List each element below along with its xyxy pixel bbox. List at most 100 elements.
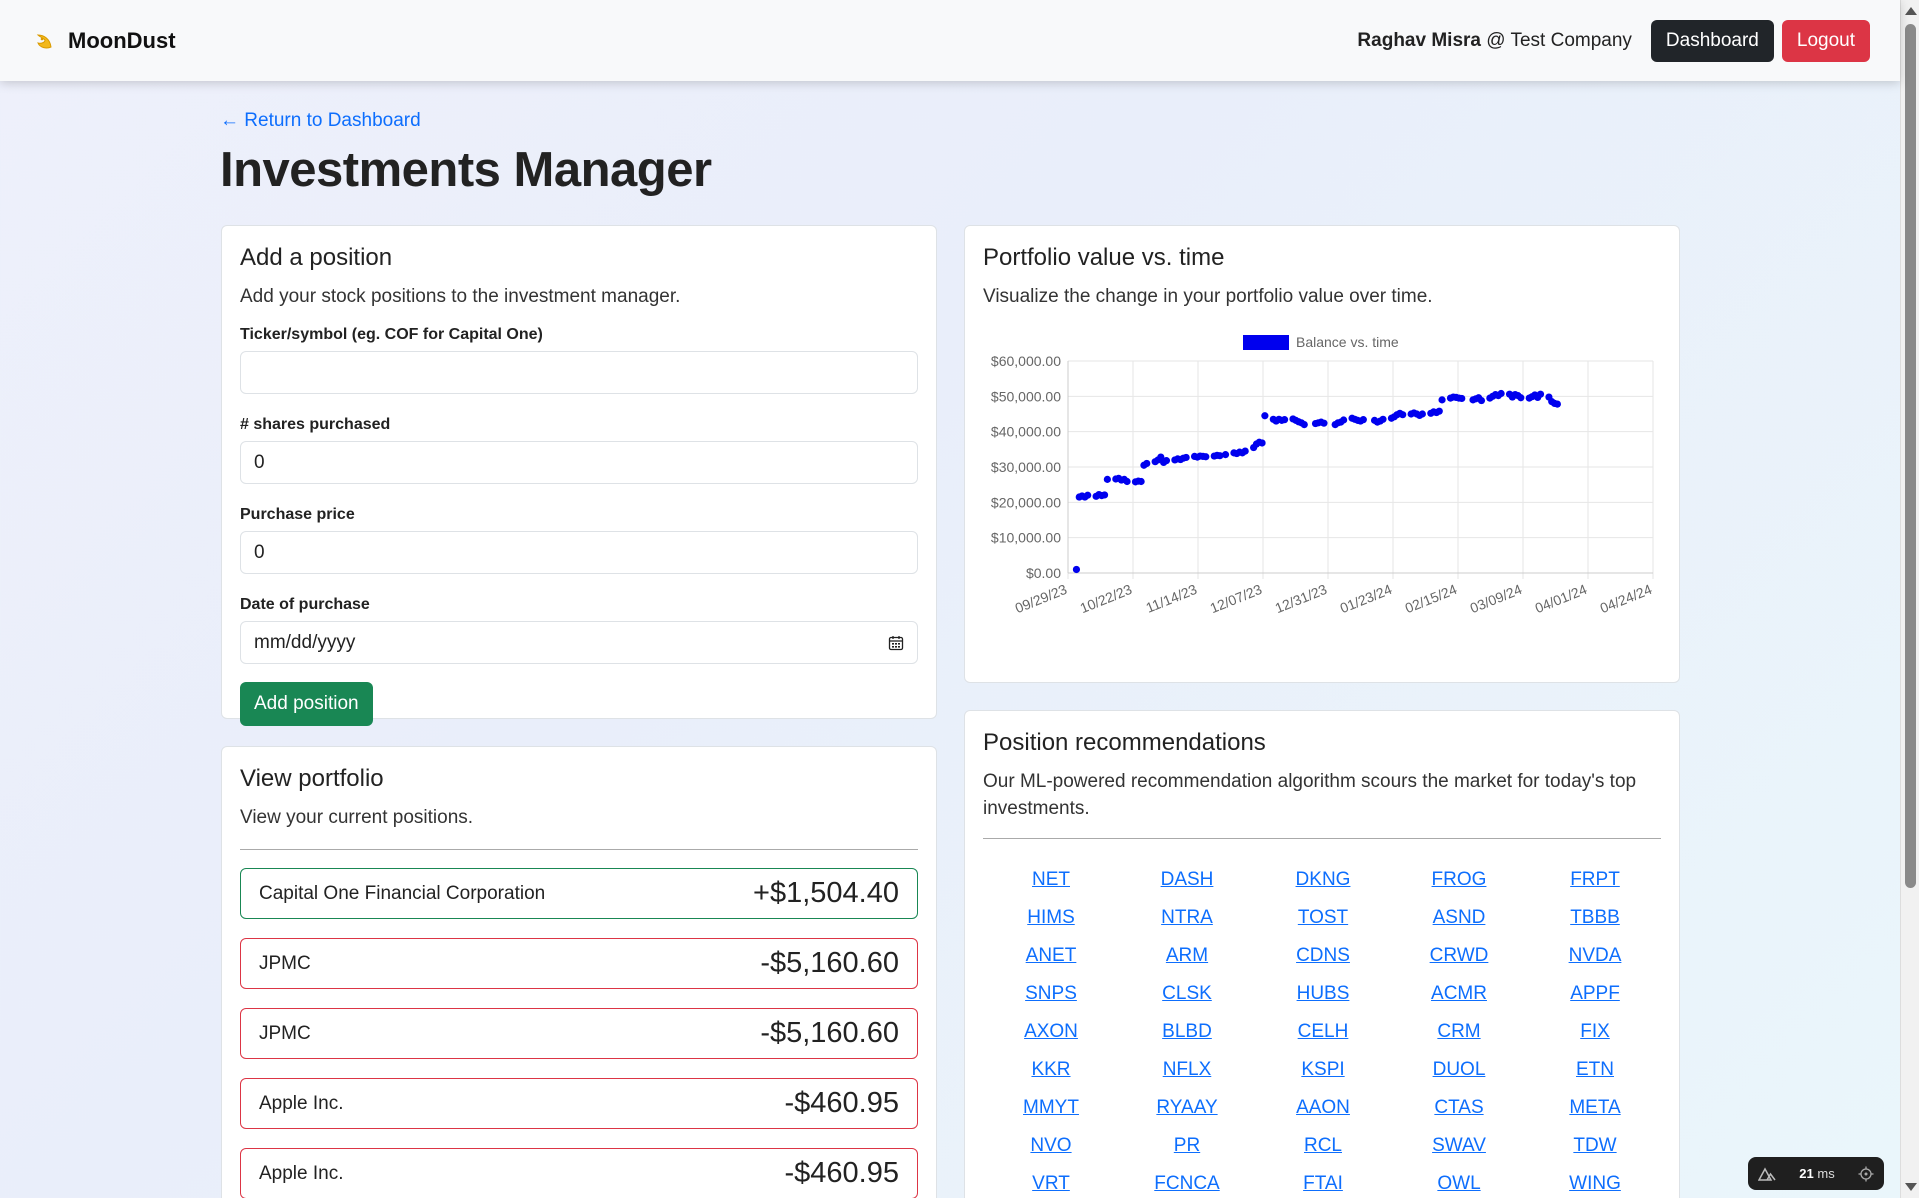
date-label: Date of purchase: [240, 596, 370, 613]
data-point: [1435, 407, 1443, 415]
recommendation-link[interactable]: ETN: [1576, 1059, 1614, 1080]
recommendation-link[interactable]: WING: [1569, 1173, 1621, 1194]
recommendation-link[interactable]: ARM: [1165, 945, 1209, 966]
recommendation-link[interactable]: SWAV: [1432, 1135, 1486, 1156]
recommendation-link[interactable]: NVO: [1030, 1135, 1072, 1156]
data-point: [1241, 447, 1249, 455]
ticker-input[interactable]: [240, 351, 918, 394]
position-item[interactable]: JPMC -$5,160.60: [240, 938, 918, 989]
recommendation-link[interactable]: FROG: [1431, 869, 1487, 890]
add-position-card: Add a position Add your stock positions …: [221, 225, 937, 726]
page-scrollbar[interactable]: [1900, 0, 1919, 1198]
y-tick-label: $20,000.00: [991, 494, 1061, 510]
positions-list: Capital One Financial Corporation +$1,504…: [240, 868, 918, 1198]
recommendation-link[interactable]: MMYT: [1023, 1097, 1079, 1118]
position-item[interactable]: Apple Inc. -$460.95: [240, 1078, 918, 1129]
chart-card-title: Portfolio value vs. time: [983, 244, 1225, 271]
recommendation-link[interactable]: ACMR: [1431, 983, 1487, 1004]
return-to-dashboard-link[interactable]: ← Return to Dashboard: [220, 110, 421, 131]
brand[interactable]: MoonDust: [34, 28, 176, 54]
recommendation-link[interactable]: NFLX: [1162, 1059, 1212, 1080]
data-point: [1497, 389, 1505, 398]
recommendation-link[interactable]: CLSK: [1162, 983, 1212, 1004]
recommendation-link[interactable]: META: [1569, 1097, 1621, 1118]
recommendation-link[interactable]: DKNG: [1295, 869, 1351, 890]
x-tick-label: 01/23/24: [1338, 581, 1395, 616]
recommendation-link[interactable]: DASH: [1160, 869, 1214, 890]
add-position-button[interactable]: Add position: [240, 682, 373, 726]
data-point: [1536, 390, 1545, 398]
target-icon[interactable]: [1858, 1166, 1874, 1182]
data-point: [1123, 477, 1131, 486]
recommendation-link[interactable]: KSPI: [1301, 1059, 1345, 1080]
x-tick-label: 11/14/23: [1144, 581, 1200, 616]
recommendation-link[interactable]: TDW: [1573, 1135, 1617, 1156]
recommendation-link[interactable]: HIMS: [1027, 907, 1075, 928]
recommendation-link[interactable]: FTAI: [1303, 1173, 1343, 1194]
dashboard-button[interactable]: Dashboard: [1650, 19, 1774, 62]
recommendation-link[interactable]: FCNCA: [1154, 1173, 1220, 1194]
recommendation-link[interactable]: HUBS: [1296, 983, 1350, 1004]
date-group: Date of purchase mm/dd/yyyy: [240, 596, 918, 664]
nav-right: Raghav Misra @ Test Company Dashboard Lo…: [1357, 19, 1870, 62]
position-item[interactable]: Capital One Financial Corporation +$1,504…: [240, 868, 918, 919]
scroll-up-icon[interactable]: [1905, 7, 1917, 15]
price-input[interactable]: [240, 531, 918, 574]
position-value: -$5,160.60: [760, 947, 899, 979]
recommendation-link[interactable]: TBBB: [1570, 907, 1620, 928]
position-value: +$1,504.40: [753, 877, 899, 909]
user-info: Raghav Misra @ Test Company: [1357, 30, 1632, 52]
recommendation-link[interactable]: RYAAY: [1156, 1097, 1218, 1118]
recommendation-link[interactable]: CELH: [1297, 1021, 1349, 1042]
scroll-thumb[interactable]: [1905, 24, 1916, 888]
recommendation-link[interactable]: OWL: [1437, 1173, 1481, 1194]
y-tick-label: $60,000.00: [991, 353, 1061, 369]
legend-swatch: [1243, 335, 1289, 350]
perf-value: 21: [1799, 1166, 1814, 1181]
recommendation-link[interactable]: NTRA: [1161, 907, 1213, 928]
recommendation-link[interactable]: FIX: [1580, 1021, 1610, 1042]
position-item[interactable]: JPMC -$5,160.60: [240, 1008, 918, 1059]
shares-input[interactable]: [240, 441, 918, 484]
perf-badge[interactable]: 21 ms: [1748, 1157, 1884, 1190]
recommendation-link[interactable]: PR: [1173, 1135, 1201, 1156]
recommendation-link[interactable]: DUOL: [1432, 1059, 1486, 1080]
data-point: [1258, 439, 1266, 447]
data-point: [1072, 565, 1081, 574]
recommendation-link[interactable]: NET: [1032, 869, 1070, 890]
recommendation-link[interactable]: ANET: [1025, 945, 1077, 966]
recommendation-link[interactable]: BLBD: [1162, 1021, 1212, 1042]
calendar-icon[interactable]: [888, 635, 904, 651]
top-navbar: MoonDust Raghav Misra @ Test Company Das…: [0, 0, 1900, 81]
recommendation-link[interactable]: CRWD: [1429, 945, 1489, 966]
recommendation-link[interactable]: KKR: [1031, 1059, 1071, 1080]
recommendations-subtitle: Our ML-powered recommendation algorithm …: [983, 771, 1637, 819]
date-input[interactable]: mm/dd/yyyy: [240, 621, 918, 664]
recommendation-link[interactable]: AXON: [1024, 1021, 1078, 1042]
recommendation-link[interactable]: TOST: [1297, 907, 1349, 928]
ticker-group: Ticker/symbol (eg. COF for Capital One): [240, 326, 918, 394]
data-point: [1458, 394, 1466, 403]
recommendation-link[interactable]: CRM: [1437, 1021, 1481, 1042]
data-point: [1280, 416, 1289, 424]
recommendation-link[interactable]: VRT: [1032, 1173, 1070, 1194]
position-item[interactable]: Apple Inc. -$460.95: [240, 1148, 918, 1198]
recommendation-link[interactable]: APPF: [1570, 983, 1620, 1004]
x-tick-label: 12/07/23: [1208, 581, 1265, 616]
recommendation-link[interactable]: NVDA: [1568, 945, 1622, 966]
recommendation-link[interactable]: RCL: [1303, 1135, 1342, 1156]
recommendation-link[interactable]: CDNS: [1296, 945, 1350, 966]
divider: [240, 849, 918, 850]
date-placeholder: mm/dd/yyyy: [254, 631, 356, 653]
recommendation-link[interactable]: FRPT: [1570, 869, 1620, 890]
logout-button[interactable]: Logout: [1781, 19, 1870, 62]
recommendation-link[interactable]: SNPS: [1025, 983, 1077, 1004]
add-position-subtitle: Add your stock positions to the investme…: [240, 286, 681, 307]
data-point: [1137, 477, 1145, 486]
recommendation-link[interactable]: ASND: [1432, 907, 1486, 928]
recommendation-link[interactable]: CTAS: [1434, 1097, 1484, 1118]
recommendation-link[interactable]: AAON: [1296, 1097, 1350, 1118]
moon-logo-icon: [36, 33, 52, 48]
position-name: Apple Inc.: [259, 1092, 344, 1114]
scroll-down-icon[interactable]: [1905, 1183, 1917, 1191]
